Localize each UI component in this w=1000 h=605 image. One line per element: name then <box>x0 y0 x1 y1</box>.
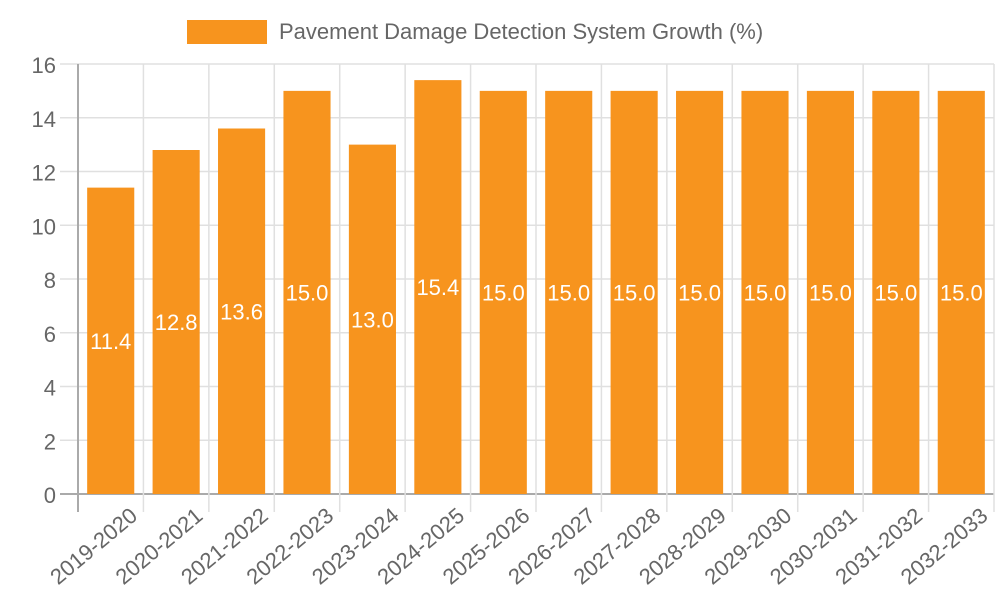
y-tick-label: 16 <box>32 53 56 78</box>
bar-value-label: 15.0 <box>809 280 852 305</box>
y-tick-label: 0 <box>44 483 56 508</box>
bar[interactable] <box>348 144 396 494</box>
bar-value-label: 12.8 <box>155 310 198 335</box>
bar[interactable] <box>218 128 266 495</box>
bar-value-label: 15.0 <box>482 280 525 305</box>
grid <box>60 63 995 512</box>
bar-value-label: 13.6 <box>220 299 263 324</box>
y-tick-label: 8 <box>44 268 56 293</box>
y-tick-label: 2 <box>44 429 56 454</box>
y-tick-label: 10 <box>32 214 56 239</box>
legend-label: Pavement Damage Detection System Growth … <box>279 19 763 44</box>
bar[interactable] <box>741 90 789 494</box>
bar[interactable] <box>676 90 724 494</box>
bar[interactable] <box>283 90 331 494</box>
bar-value-label: 15.0 <box>547 280 590 305</box>
bar[interactable] <box>87 187 135 494</box>
bar-value-label: 13.0 <box>351 307 394 332</box>
bar-value-label: 15.0 <box>744 280 787 305</box>
bar[interactable] <box>414 80 462 494</box>
bar-value-label: 15.0 <box>874 280 917 305</box>
bar[interactable] <box>545 90 593 494</box>
y-tick-label: 12 <box>32 161 56 186</box>
bar[interactable] <box>806 90 854 494</box>
bar-value-label: 15.4 <box>416 275 459 300</box>
bar-value-label: 15.0 <box>940 280 983 305</box>
x-axis: 2019-20202020-20212021-20222022-20232023… <box>45 503 992 590</box>
y-axis: 0 2 4 6 8 10 12 14 16 <box>32 53 56 508</box>
bar[interactable] <box>479 90 527 494</box>
bars: 11.4 12.8 13.6 15.0 13.0 15.4 15.0 15.0 15.0 15.0… <box>87 80 985 494</box>
y-tick-label: 4 <box>44 376 56 401</box>
bar[interactable] <box>152 150 200 494</box>
bar[interactable] <box>872 90 920 494</box>
y-tick-label: 14 <box>32 107 56 132</box>
bar-value-label: 15.0 <box>613 280 656 305</box>
legend[interactable]: Pavement Damage Detection System Growth … <box>187 19 763 44</box>
bar-value-label: 15.0 <box>286 280 329 305</box>
y-tick-label: 6 <box>44 322 56 347</box>
legend-swatch <box>187 20 267 44</box>
bar-value-label: 15.0 <box>678 280 721 305</box>
bar-value-label: 11.4 <box>90 329 131 354</box>
bar[interactable] <box>610 90 658 494</box>
bar[interactable] <box>937 90 985 494</box>
